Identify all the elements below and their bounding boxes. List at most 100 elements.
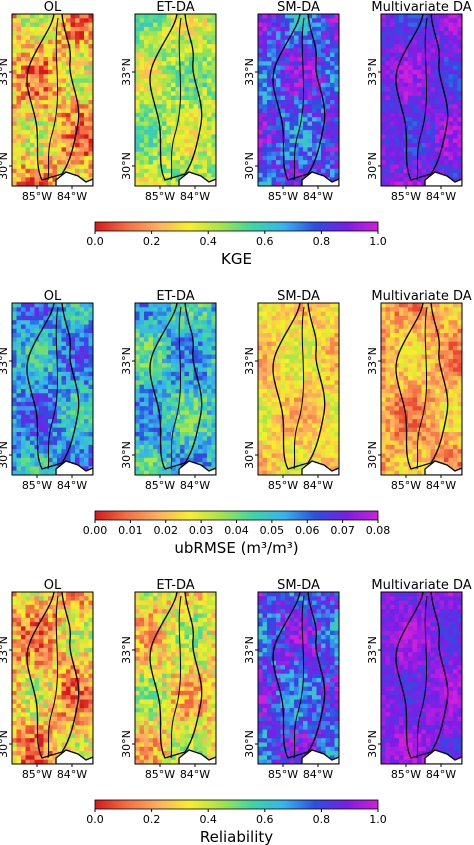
heatmap-cell	[88, 26, 93, 32]
heatmap-cell	[399, 61, 404, 66]
heatmap-cell	[271, 401, 277, 407]
heatmap-cell	[61, 380, 67, 386]
heatmap-cell	[135, 354, 140, 360]
heatmap-cell	[144, 160, 149, 165]
heatmap-cell	[285, 414, 290, 420]
heatmap-cell	[294, 380, 299, 386]
heatmap-cell	[79, 419, 85, 424]
heatmap-cell	[457, 117, 462, 122]
heatmap-cell	[325, 57, 331, 62]
heatmap-cell	[193, 61, 199, 66]
heatmap-cell	[171, 423, 176, 429]
heatmap-cell	[448, 18, 454, 23]
heatmap-cell	[144, 470, 149, 475]
heatmap-cell	[276, 52, 281, 58]
heatmap-cell	[193, 414, 199, 420]
heatmap-cell	[175, 143, 181, 148]
heatmap-cell	[48, 168, 53, 174]
heatmap-cell	[448, 74, 454, 79]
heatmap-cell	[43, 18, 49, 23]
heatmap-cell	[448, 65, 454, 71]
heatmap-cell	[271, 173, 277, 178]
heatmap-cell	[30, 320, 35, 325]
heatmap-cell	[399, 35, 404, 41]
heatmap-cell	[202, 173, 208, 178]
heatmap-cell	[285, 125, 290, 131]
heatmap-cell	[285, 95, 290, 101]
heatmap-cell	[157, 95, 163, 101]
heatmap-cell	[267, 164, 272, 170]
heatmap-cell	[43, 151, 49, 157]
heatmap-cell	[198, 432, 203, 437]
heatmap-cell	[280, 160, 286, 165]
heatmap-cell	[52, 177, 58, 183]
heatmap-cell	[88, 449, 93, 454]
heatmap-cell	[285, 121, 290, 127]
heatmap-cell	[285, 100, 290, 105]
heatmap-cell	[385, 104, 391, 109]
heatmap-cell	[43, 384, 49, 390]
heatmap-cell	[211, 311, 216, 317]
heatmap-cell	[330, 31, 335, 36]
heatmap-cell	[166, 130, 172, 135]
heatmap-cell	[57, 311, 62, 317]
heatmap-cell	[184, 130, 190, 135]
heatmap-cell	[312, 410, 317, 416]
heatmap-cell	[39, 406, 44, 411]
heatmap-cell	[12, 91, 17, 97]
heatmap-cell	[52, 91, 58, 97]
heatmap-cell	[276, 121, 281, 127]
heatmap-cell	[184, 393, 190, 398]
heatmap-cell	[334, 419, 339, 424]
heatmap-cell	[52, 31, 58, 36]
heatmap-cell	[303, 69, 308, 75]
heatmap-cell	[267, 354, 272, 360]
heatmap-cell	[193, 78, 199, 84]
heatmap-cell	[39, 104, 44, 109]
heatmap-cell	[162, 436, 167, 441]
heatmap-cell	[202, 363, 208, 368]
heatmap-cell	[385, 74, 391, 79]
heatmap-cell	[276, 95, 281, 101]
heatmap-cell	[57, 104, 62, 109]
heatmap-cell	[262, 44, 268, 49]
heatmap-cell	[285, 151, 290, 157]
heatmap-cell	[448, 61, 454, 66]
heatmap-cell	[289, 337, 295, 343]
heatmap-cell	[444, 87, 449, 92]
heatmap-cell	[294, 315, 299, 321]
heatmap-cell	[16, 147, 22, 152]
heatmap-cell	[202, 104, 208, 109]
heatmap-cell	[330, 95, 335, 101]
heatmap-cell	[166, 354, 172, 360]
heatmap-cell	[157, 14, 163, 19]
heatmap-cell	[79, 350, 85, 355]
heatmap-cell	[57, 100, 62, 105]
heatmap-cell	[157, 380, 163, 386]
heatmap-cells	[258, 303, 339, 475]
heatmap-cell	[88, 419, 93, 424]
heatmap-cell	[258, 324, 263, 330]
heatmap-cell	[198, 346, 203, 351]
heatmap-cell	[267, 39, 272, 45]
heatmap-cell	[30, 337, 35, 343]
heatmap-cell	[294, 393, 299, 398]
heatmap-cell	[193, 95, 199, 101]
heatmap-cell	[330, 164, 335, 170]
heatmap-cell	[189, 363, 194, 368]
heatmap-cell	[207, 155, 212, 161]
heatmap-cell	[426, 168, 431, 174]
heatmap-cell	[408, 61, 413, 66]
heatmap-cell	[171, 444, 176, 450]
heatmap-cell	[30, 164, 35, 170]
heatmap-cell	[180, 14, 185, 19]
heatmap-cell	[262, 358, 268, 364]
heatmap-cell	[61, 350, 67, 355]
heatmap-cell	[12, 100, 17, 105]
heatmap-cell	[385, 112, 391, 118]
heatmap-cell	[30, 108, 35, 114]
heatmap-cell	[276, 384, 281, 390]
heatmap-cell	[12, 449, 17, 454]
